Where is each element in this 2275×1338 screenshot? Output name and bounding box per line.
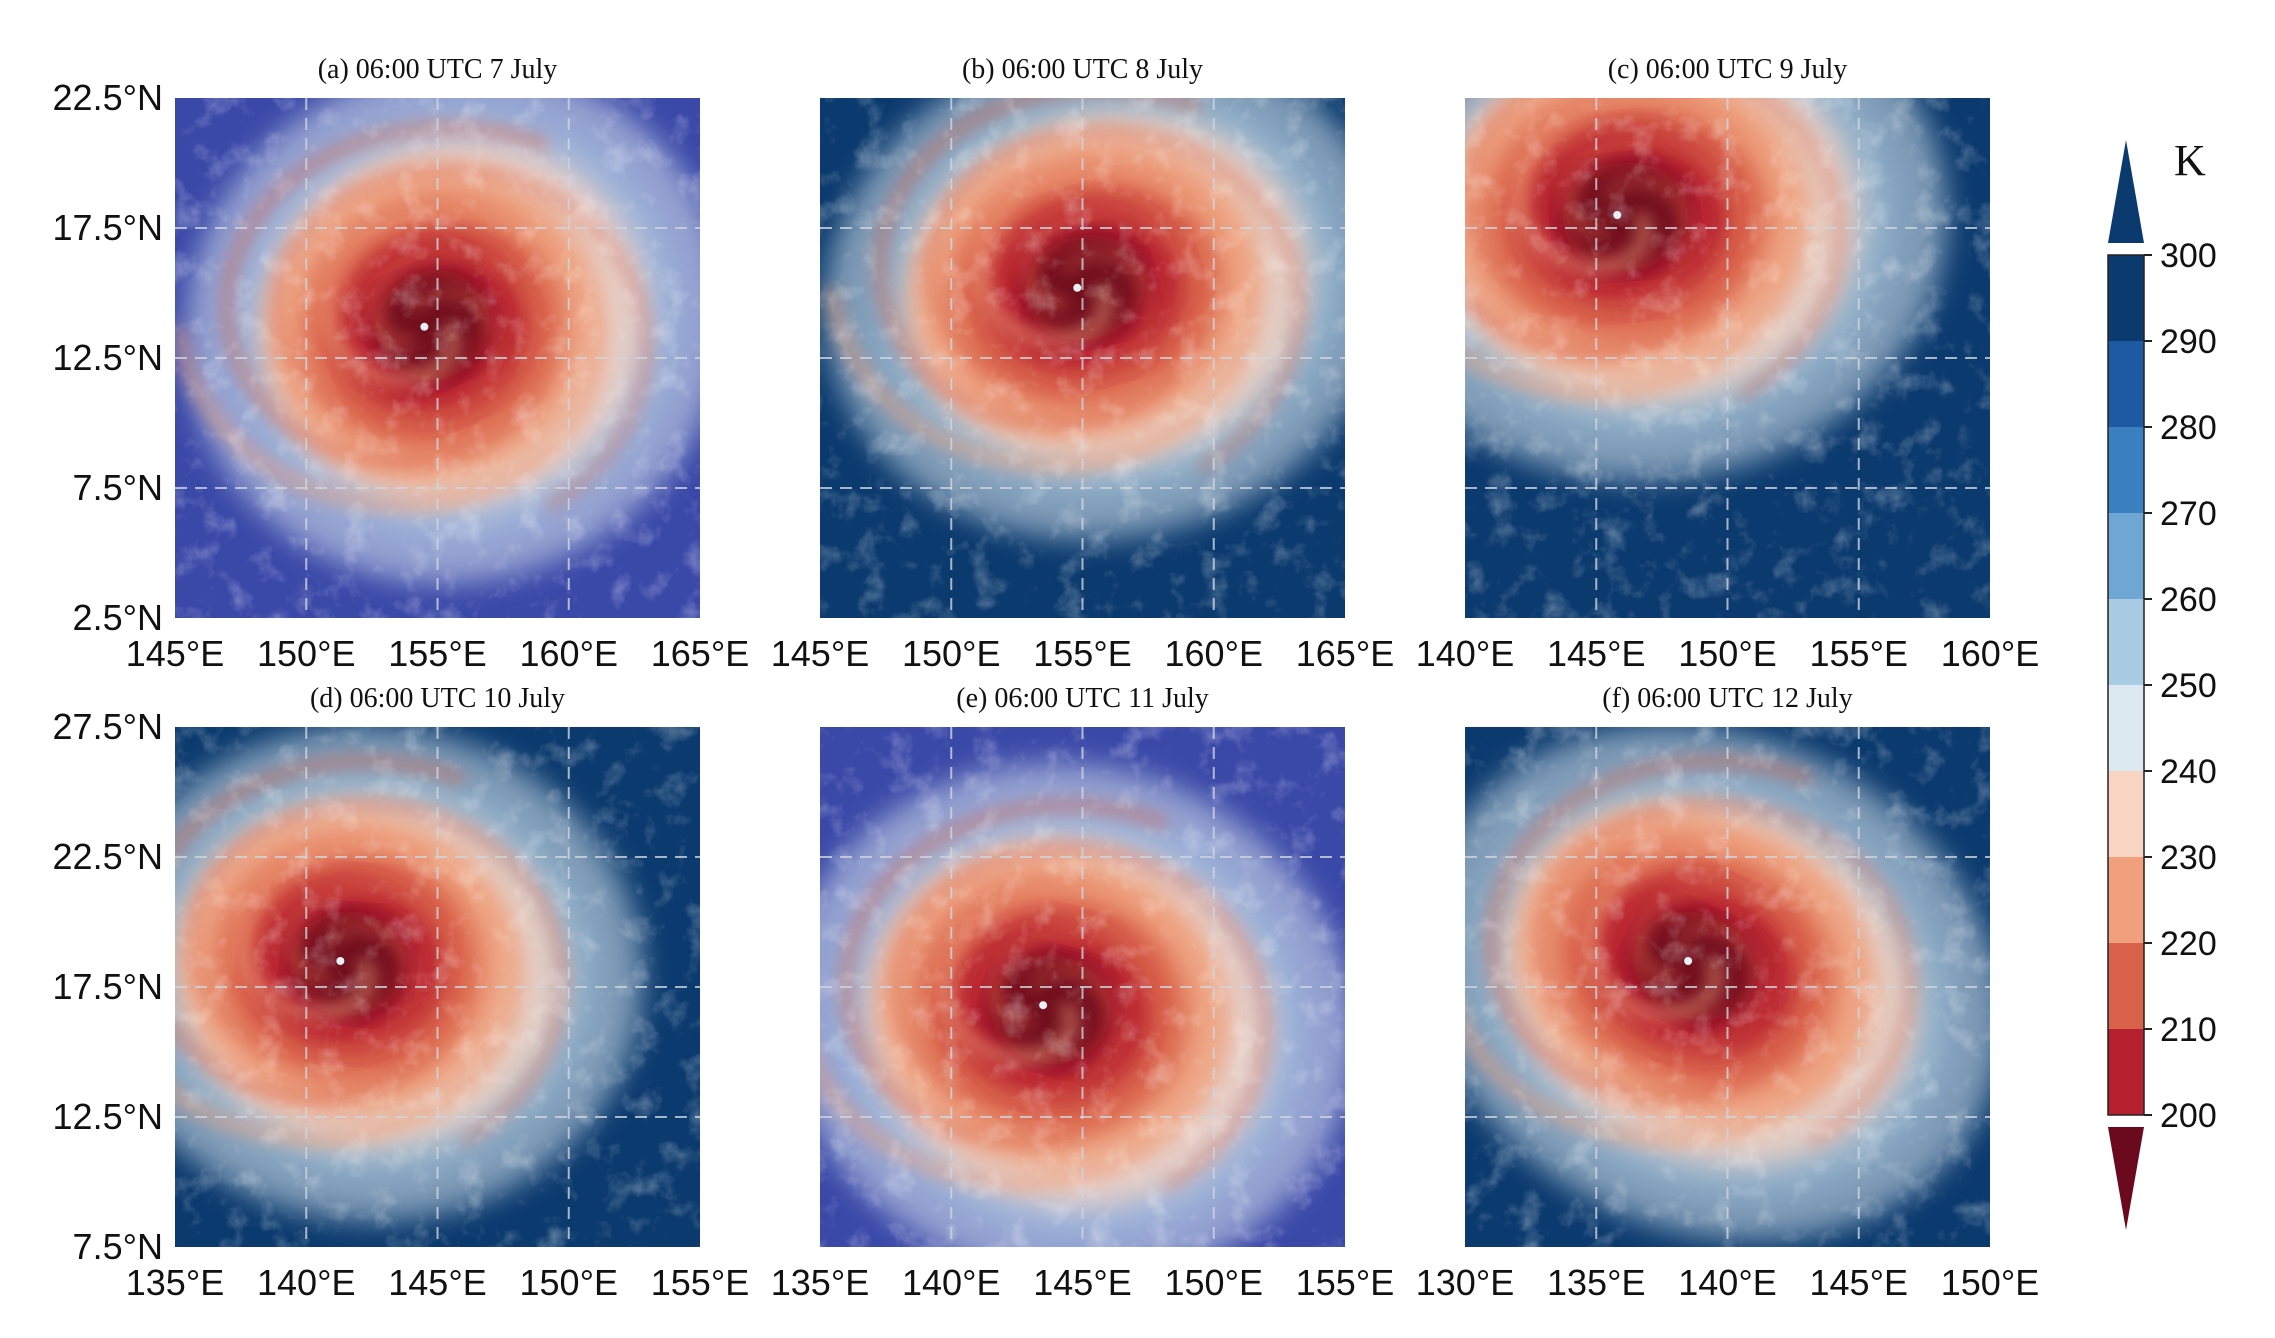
gridlines	[175, 727, 700, 1247]
colorbar-tick-label: 210	[2160, 1011, 2217, 1049]
panel-title: (a) 06:00 UTC 7 July	[318, 54, 558, 85]
lon-tick-label: 150°E	[1678, 633, 1776, 674]
colorbar-upper-extension	[2108, 140, 2144, 243]
gridlines	[175, 98, 700, 618]
panel-e: (e) 06:00 UTC 11 July 135°E 140°E 145°E 150°…	[771, 683, 1394, 1303]
panel-title: (f) 06:00 UTC 12 July	[1602, 683, 1852, 714]
panel-title: (c) 06:00 UTC 9 July	[1608, 54, 1848, 85]
typhoon-eye	[1039, 1001, 1048, 1010]
lon-tick-label: 140°E	[1678, 1262, 1776, 1303]
lon-tick-label: 155°E	[388, 633, 486, 674]
colorbar-tick-label: 200	[2160, 1097, 2217, 1135]
lon-tick-label: 150°E	[902, 633, 1000, 674]
lon-tick-label: 165°E	[651, 633, 749, 674]
colorbar-unit-label: K	[2174, 136, 2206, 185]
colorbar-tick-label: 290	[2160, 323, 2217, 361]
colorbar-tick-label: 230	[2160, 839, 2217, 877]
lat-tick-label: 2.5°N	[73, 597, 163, 638]
lon-tick-label: 145°E	[126, 633, 224, 674]
colorbar-segment	[2108, 1029, 2144, 1116]
typhoon-eye	[420, 322, 429, 331]
panel-title: (b) 06:00 UTC 8 July	[962, 54, 1203, 85]
lon-tick-label: 135°E	[1547, 1262, 1645, 1303]
lat-tick-label: 7.5°N	[73, 467, 163, 508]
lon-tick-label: 160°E	[1165, 633, 1263, 674]
panel-title: (d) 06:00 UTC 10 July	[310, 683, 565, 714]
gridlines	[820, 98, 1345, 618]
colorbar-segment	[2108, 771, 2144, 858]
lon-tick-label: 160°E	[1941, 633, 2039, 674]
colorbar-segment	[2108, 599, 2144, 686]
lon-tick-label: 150°E	[257, 633, 355, 674]
lon-tick-label: 150°E	[520, 1262, 618, 1303]
gridlines	[820, 727, 1345, 1247]
lon-tick-label: 135°E	[126, 1262, 224, 1303]
lat-tick-label: 12.5°N	[53, 1096, 163, 1137]
typhoon-eye	[1684, 957, 1693, 965]
colorbar-tick-label: 300	[2160, 237, 2217, 275]
panel-c: (c) 06:00 UTC 9 July 140°E 145°E 150°E 155°E…	[1416, 54, 2039, 674]
lon-tick-label: 145°E	[1033, 1262, 1131, 1303]
lat-tick-label: 22.5°N	[53, 77, 163, 118]
gridlines	[1465, 98, 1990, 618]
lat-tick-label: 7.5°N	[73, 1226, 163, 1267]
lon-tick-label: 155°E	[1810, 633, 1908, 674]
lat-tick-label: 22.5°N	[53, 836, 163, 877]
lon-tick-label: 145°E	[388, 1262, 486, 1303]
colorbar-tick-label: 280	[2160, 409, 2217, 447]
lon-tick-label: 155°E	[651, 1262, 749, 1303]
gridlines	[1465, 727, 1990, 1247]
lon-tick-label: 165°E	[1296, 633, 1394, 674]
colorbar-tick-label: 240	[2160, 753, 2217, 791]
colorbar-segment	[2108, 857, 2144, 944]
lon-tick-label: 150°E	[1941, 1262, 2039, 1303]
colorbar-segment	[2108, 943, 2144, 1030]
colorbar-segment	[2108, 685, 2144, 772]
lon-tick-label: 160°E	[520, 633, 618, 674]
colorbar-tick-label: 270	[2160, 495, 2217, 533]
typhoon-eye	[1613, 211, 1622, 219]
lon-tick-label: 140°E	[1416, 633, 1514, 674]
lon-tick-label: 150°E	[1165, 1262, 1263, 1303]
colorbar-segment	[2108, 427, 2144, 514]
colorbar-tick-label: 250	[2160, 667, 2217, 705]
lat-tick-label: 17.5°N	[53, 966, 163, 1007]
lon-tick-label: 140°E	[902, 1262, 1000, 1303]
lat-tick-label: 17.5°N	[53, 207, 163, 248]
lon-tick-label: 130°E	[1416, 1262, 1514, 1303]
lon-tick-label: 145°E	[1810, 1262, 1908, 1303]
colorbar-tick-label: 220	[2160, 925, 2217, 963]
colorbar-segment	[2108, 513, 2144, 600]
lat-tick-label: 12.5°N	[53, 337, 163, 378]
panel-a: (a) 06:00 UTC 7 July 145°E 150°E 155°E 160°E…	[53, 54, 750, 674]
lon-tick-label: 155°E	[1296, 1262, 1394, 1303]
lon-tick-label: 145°E	[1547, 633, 1645, 674]
colorbar-lower-extension	[2108, 1127, 2144, 1230]
panel-b: (b) 06:00 UTC 8 July 145°E 150°E 155°E 160°E…	[771, 54, 1394, 674]
typhoon-eye	[1073, 283, 1082, 292]
panel-title: (e) 06:00 UTC 11 July	[956, 683, 1209, 714]
colorbar-segment	[2108, 341, 2144, 428]
lat-tick-label: 27.5°N	[53, 706, 163, 747]
lon-tick-label: 140°E	[257, 1262, 355, 1303]
colorbar-segment	[2108, 255, 2144, 342]
panel-d: (d) 06:00 UTC 10 July 135°E 140°E 145°E 150°…	[53, 683, 750, 1303]
lon-tick-label: 135°E	[771, 1262, 869, 1303]
colorbar-tick-label: 260	[2160, 581, 2217, 619]
colorbar: 300 290 280 270 260 250 240 230 220 210 200 K	[2107, 136, 2217, 1230]
typhoon-eye	[336, 957, 345, 965]
panel-f: (f) 06:00 UTC 12 July 130°E 135°E 140°E 145°…	[1416, 683, 2039, 1303]
lon-tick-label: 145°E	[771, 633, 869, 674]
lon-tick-label: 155°E	[1033, 633, 1131, 674]
